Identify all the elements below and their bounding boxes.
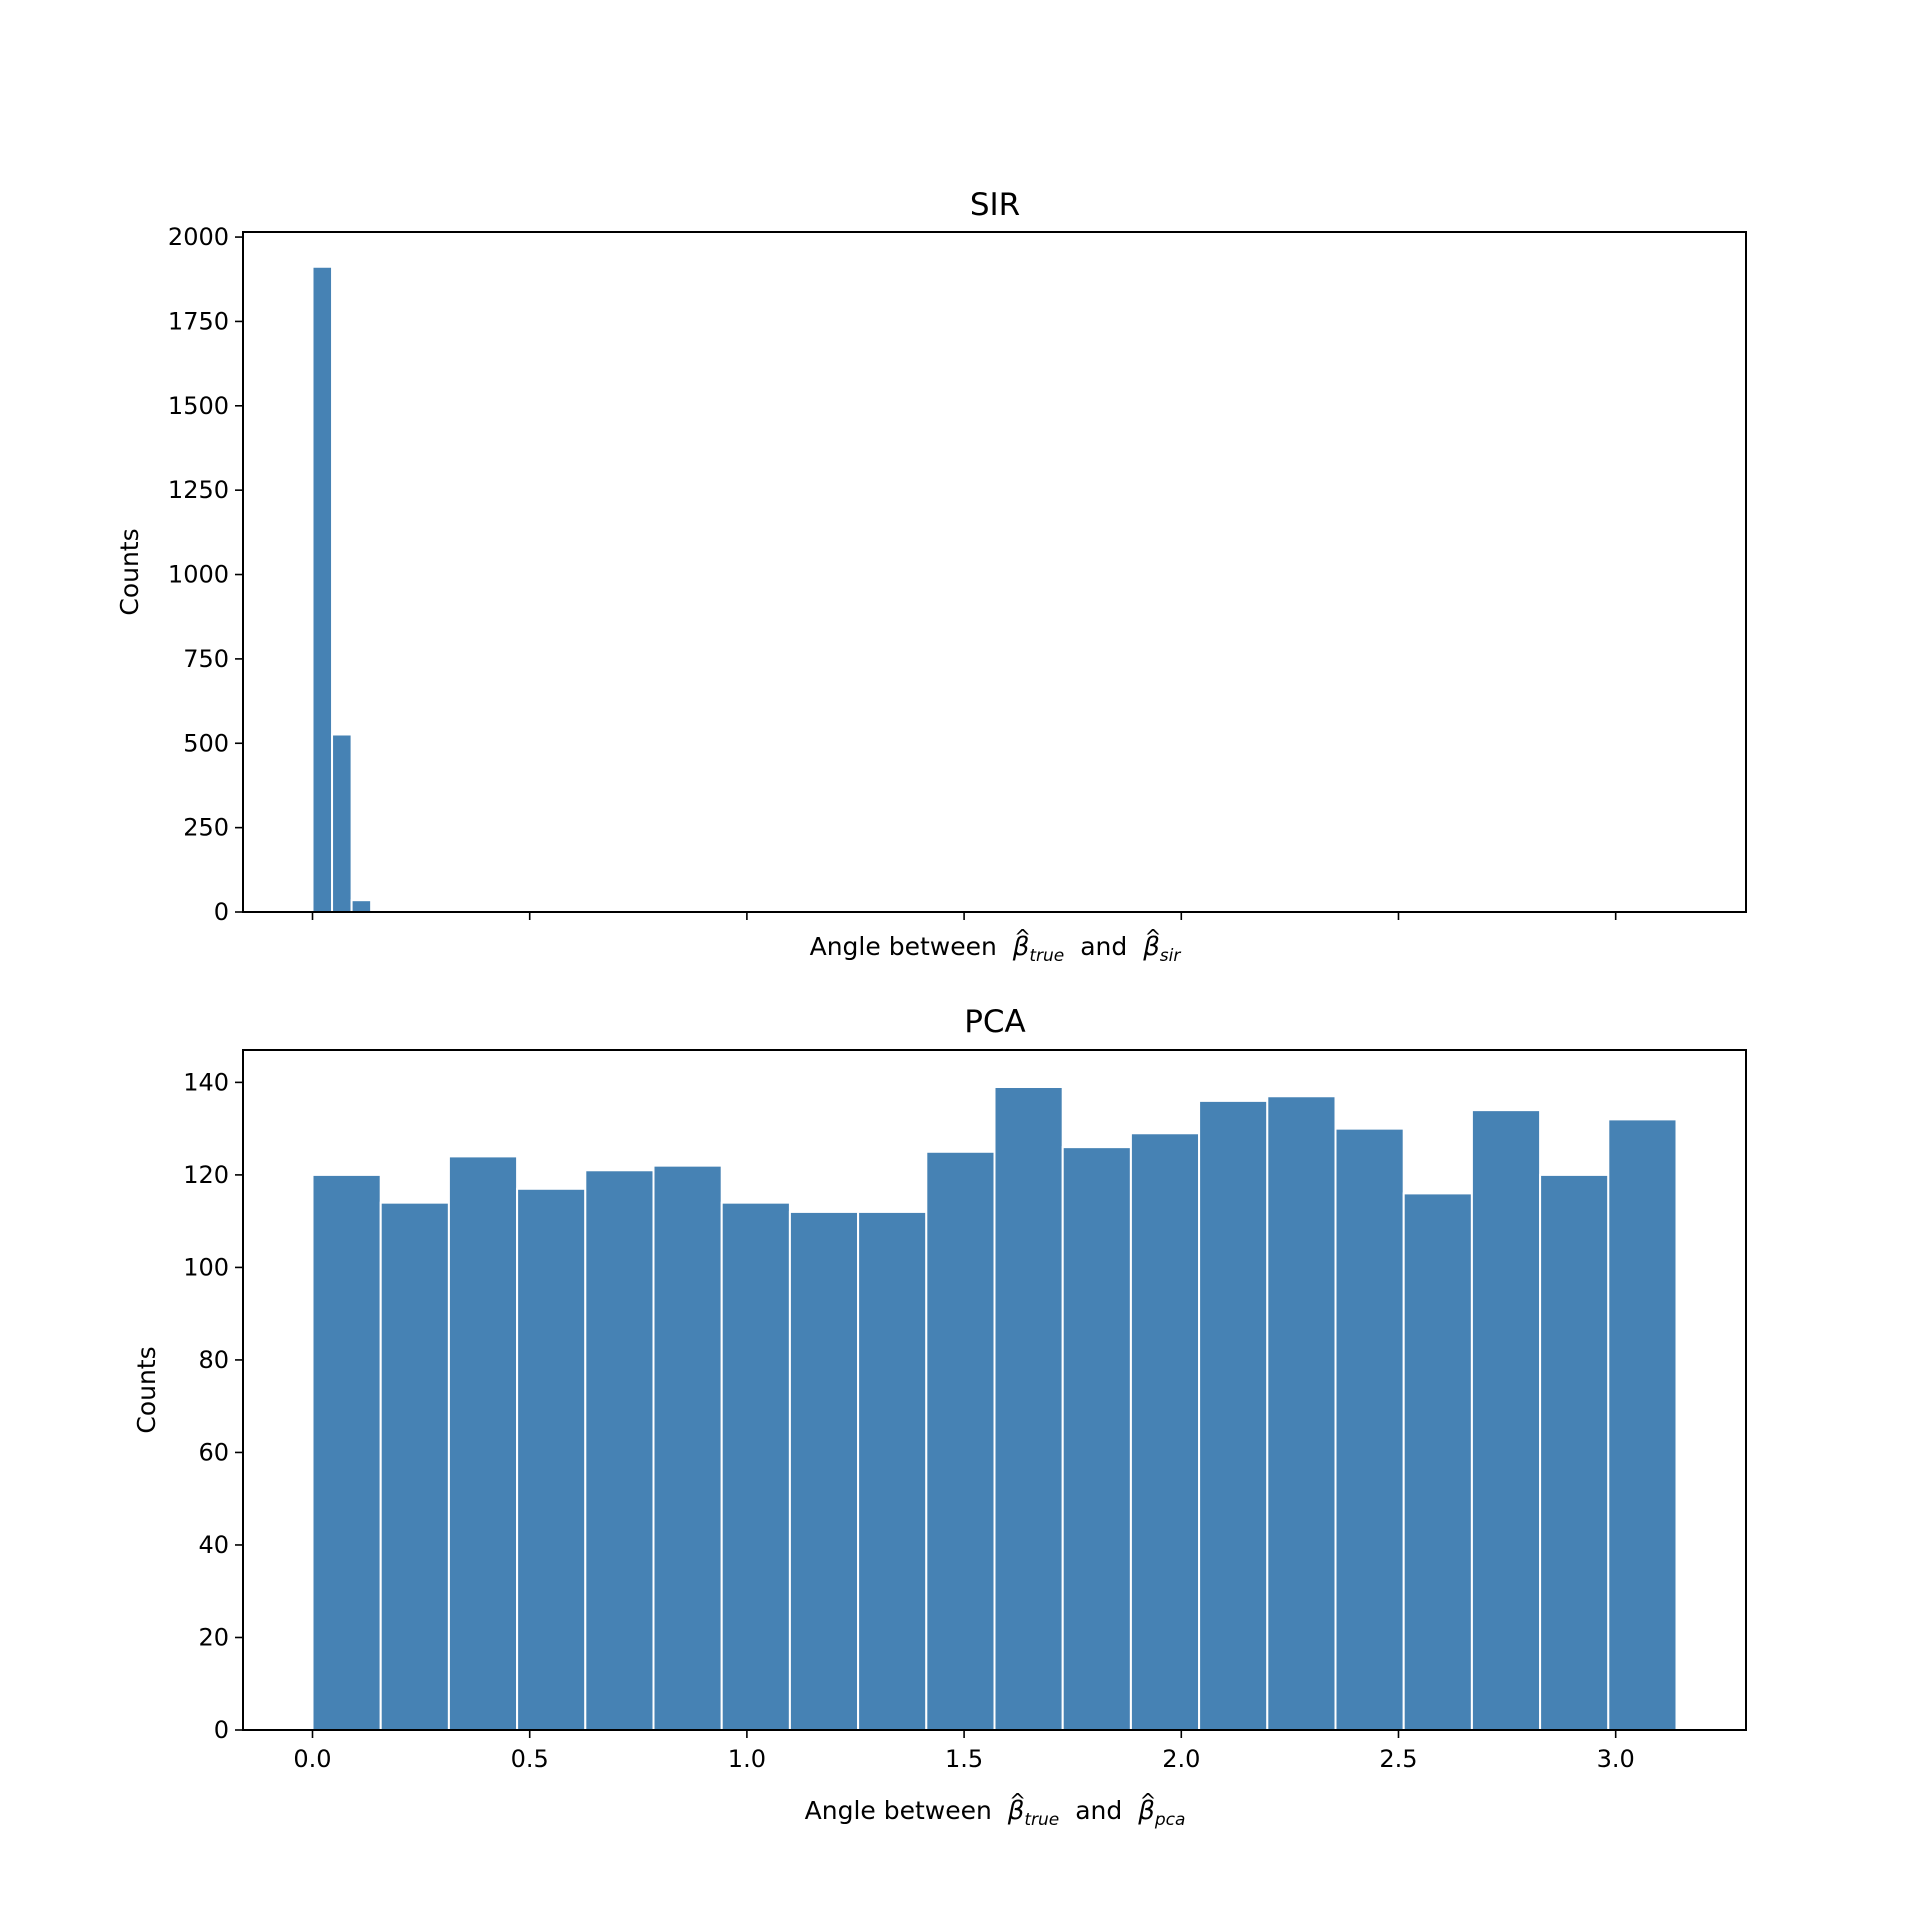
sir-bar [331, 733, 353, 914]
pca-x-tick-label: 1.5 [945, 1745, 983, 1773]
beta-hat-accent: ^ [1145, 925, 1162, 949]
pca-x-axis-label-joiner: and [1075, 1796, 1122, 1825]
pca-bar [1402, 1192, 1473, 1731]
pca-y-tick-label: 80 [198, 1346, 229, 1374]
sir-y-tick-label: 0 [214, 898, 229, 926]
pca-bar [857, 1210, 928, 1731]
sir-x-axis-label: Angle between βtrue and βsir [810, 932, 1182, 967]
sir-x-axis-label-sub-2: sir [1160, 946, 1182, 966]
pca-histogram-panel: PCA 0.0 0.5 1.0 1.5 2.0 2.5 3.0 0 20 40 60 80 100 12… [132, 1004, 1747, 1831]
sir-y-axis-label: Counts [115, 528, 144, 615]
pca-x-tick-label: 3.0 [1597, 1745, 1635, 1773]
pca-x-ticks: 0.0 0.5 1.0 1.5 2.0 2.5 3.0 [293, 1730, 1635, 1773]
sir-y-ticks: 0 250 500 750 1000 1250 1500 1750 2000 [168, 223, 243, 926]
pca-y-tick-label: 60 [198, 1438, 229, 1466]
pca-bar [925, 1150, 996, 1731]
pca-bar [1607, 1118, 1678, 1731]
pca-x-axis-label: Angle between βtrue and βpca [805, 1796, 1186, 1831]
sir-bar [311, 265, 334, 914]
pca-y-tick-label: 40 [198, 1531, 229, 1559]
sir-y-tick-label: 1000 [168, 561, 229, 589]
sir-y-tick-label: 500 [183, 729, 229, 757]
beta-hat-accent: ^ [1009, 1789, 1026, 1813]
sir-chart-title: SIR [970, 187, 1020, 223]
pca-bar [1470, 1109, 1542, 1732]
sir-x-axis-label-beta-1: β [1012, 932, 1030, 962]
sir-axes-frame [242, 231, 1747, 913]
pca-bar [447, 1155, 519, 1731]
sir-bar [350, 899, 373, 914]
pca-x-tick-label: 2.0 [1162, 1745, 1200, 1773]
pca-bar [311, 1173, 382, 1731]
pca-x-tick-label: 0.0 [293, 1745, 331, 1773]
pca-bar [516, 1187, 587, 1731]
pca-y-tick-label: 140 [183, 1068, 229, 1096]
sir-x-axis-label-beta-2: β [1142, 932, 1160, 962]
pca-x-axis-label-sub-1: true [1024, 1810, 1059, 1830]
sir-y-tick-label: 1500 [168, 392, 229, 420]
pca-x-axis-label-prefix: Angle between [805, 1796, 992, 1825]
pca-x-axis-label-sub-2: pca [1154, 1810, 1186, 1830]
pca-y-ticks: 0 20 40 60 80 100 120 140 [183, 1068, 243, 1744]
pca-bars [311, 1086, 1678, 1732]
sir-x-axis-label-sub-1: true [1029, 946, 1064, 966]
pca-x-axis-label-beta-2: β [1137, 1796, 1155, 1826]
pca-x-tick-label: 1.0 [728, 1745, 766, 1773]
pca-bar [584, 1169, 655, 1731]
sir-y-tick-label: 1250 [168, 476, 229, 504]
pca-bar [652, 1164, 723, 1731]
pca-chart-title: PCA [964, 1004, 1026, 1040]
pca-y-tick-label: 0 [214, 1716, 229, 1744]
pca-x-tick-label: 0.5 [511, 1745, 549, 1773]
pca-bar [720, 1201, 791, 1731]
sir-y-tick-label: 750 [183, 645, 229, 673]
pca-bar [993, 1086, 1064, 1732]
pca-bar [1198, 1099, 1269, 1732]
pca-bar [1539, 1173, 1610, 1731]
sir-y-tick-label: 1750 [168, 307, 229, 335]
sir-y-tick-label: 250 [183, 814, 229, 842]
pca-x-tick-label: 2.5 [1379, 1745, 1417, 1773]
pca-y-axis-label: Counts [132, 1346, 161, 1433]
sir-x-axis-label-joiner: and [1080, 932, 1127, 961]
pca-x-axis-label-beta-1: β [1007, 1796, 1025, 1826]
sir-x-ticks [311, 912, 1617, 920]
pca-bar [788, 1210, 860, 1731]
pca-y-tick-label: 20 [198, 1623, 229, 1651]
pca-bar [379, 1201, 450, 1731]
beta-hat-accent: ^ [1014, 925, 1031, 949]
pca-axes-frame [242, 1049, 1747, 1731]
pca-y-tick-label: 100 [183, 1253, 229, 1281]
sir-bars [311, 265, 373, 914]
pca-bar [1334, 1127, 1405, 1731]
sir-x-axis-label-prefix: Angle between [810, 932, 997, 961]
pca-bar [1129, 1132, 1201, 1731]
pca-bar [1061, 1146, 1132, 1731]
pca-bar [1266, 1095, 1337, 1732]
beta-hat-accent: ^ [1140, 1789, 1157, 1813]
sir-histogram-panel: SIR 0 250 500 750 1000 1250 1500 1750 2000 Count… [115, 187, 1747, 967]
sir-y-tick-label: 2000 [168, 223, 229, 251]
pca-y-tick-label: 120 [183, 1161, 229, 1189]
